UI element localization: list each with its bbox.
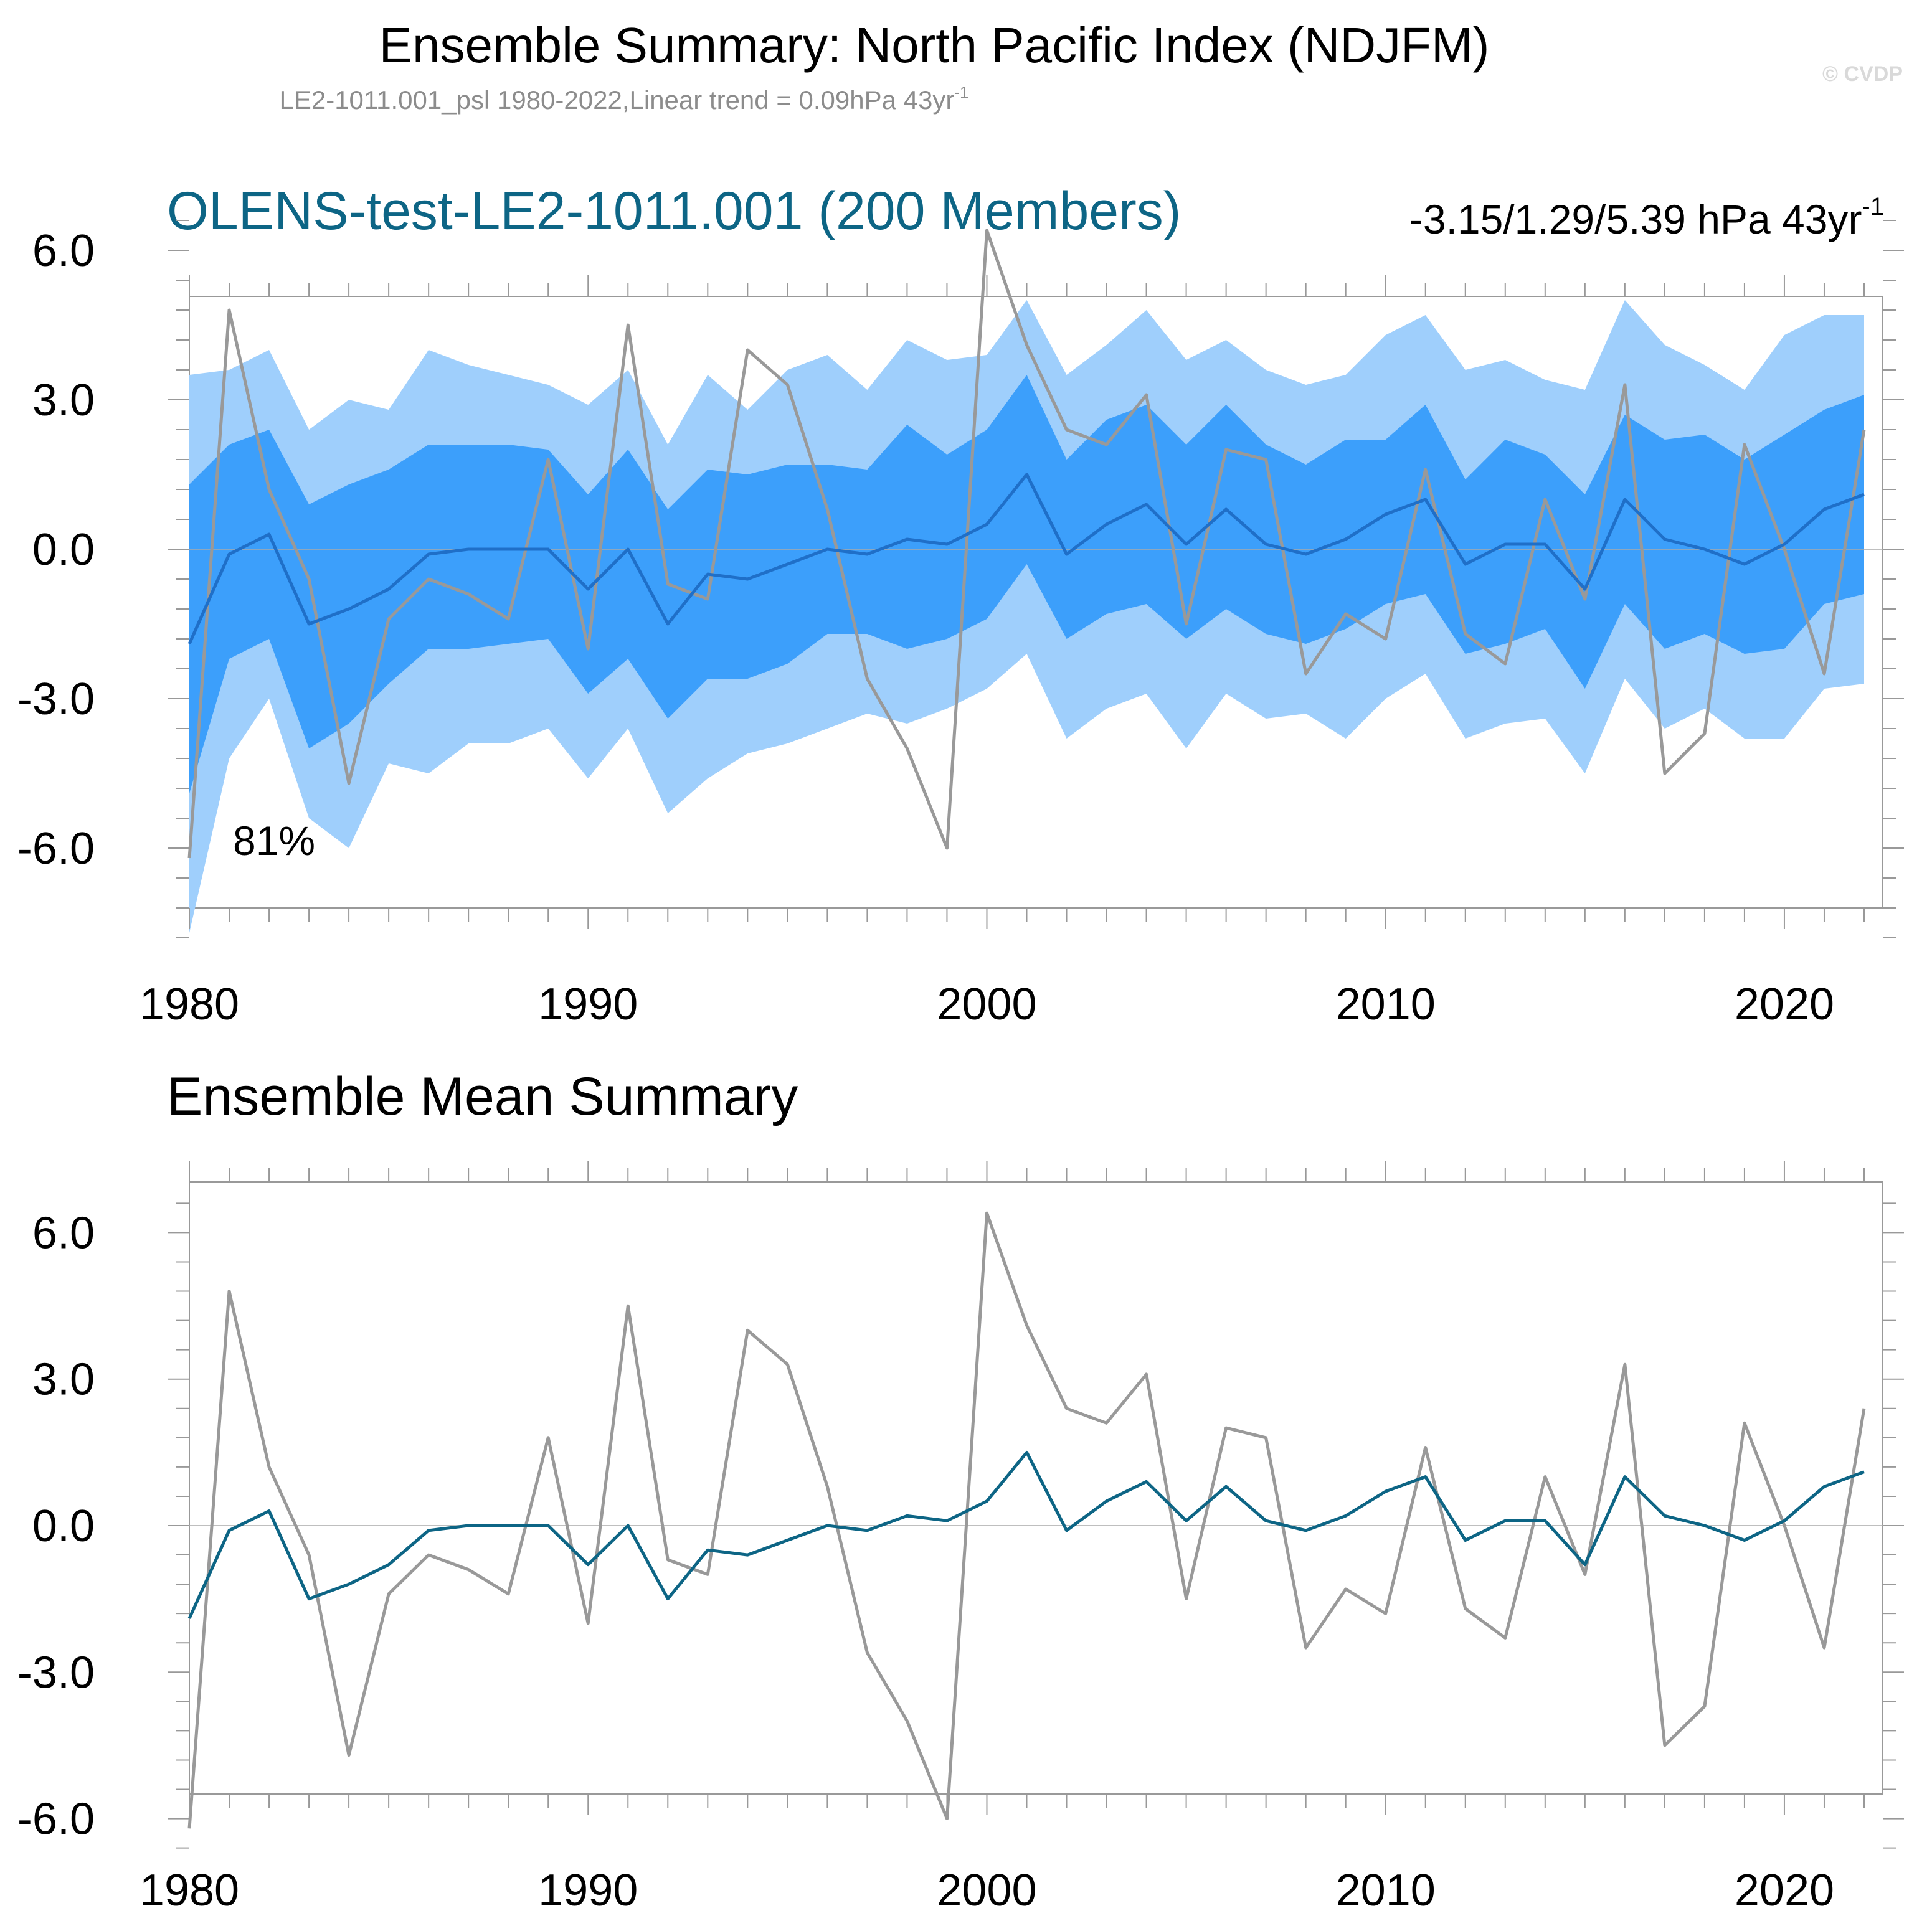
panel1-y-tick-label: 0.0 — [32, 525, 95, 575]
panel1-x-ticks — [189, 275, 1865, 929]
cvdp-watermark: © CVDP — [1822, 62, 1903, 86]
panel1-y-tick-label: -3.0 — [17, 674, 95, 724]
subtitle-exponent: -1 — [954, 83, 968, 101]
panel1-percent-label: 81% — [233, 818, 315, 864]
panel1-y-tick-label: -6.0 — [17, 824, 95, 874]
panel2-x-tick-label: 2010 — [1336, 1866, 1436, 1915]
panel1-trend-range: -3.15/1.29/5.39 hPa 43yr-1 — [1409, 193, 1884, 242]
panel2-x-tick-label: 1980 — [140, 1866, 239, 1915]
panel1-title: OLENS-test-LE2-1011.001 (200 Members) — [167, 181, 1181, 241]
panel2-y-tick-label: 0.0 — [32, 1501, 95, 1551]
panel1-y-ticks — [168, 220, 1904, 938]
panel2-x-tick-label: 2000 — [937, 1866, 1036, 1915]
figure-title: Ensemble Summary: North Pacific Index (N… — [379, 17, 1490, 73]
subtitle-text: LE2-1011.001_psl 1980-2022,Linear trend … — [279, 85, 954, 115]
panel2-y-tick-label: -3.0 — [17, 1648, 95, 1697]
figure-subtitle: LE2-1011.001_psl 1980-2022,Linear trend … — [279, 83, 968, 115]
panel1-x-tick-label: 1980 — [140, 980, 239, 1029]
panel1-x-tick-label: 2010 — [1336, 980, 1436, 1029]
panel1-x-tick-label: 2000 — [937, 980, 1036, 1029]
panel1-observed-line — [187, 229, 1866, 859]
panel1-ensemble-plot: 1980 1990 2000 2010 2020 6.0 3.0 0.0 -3.0 -6.0 81% — [17, 220, 1904, 1029]
panel2-frame — [189, 1181, 1883, 1795]
panel2-x-tick-label: 1990 — [538, 1866, 638, 1915]
panel1-y-tick-label: 3.0 — [32, 375, 95, 425]
panel2-ensemble-mean-line — [187, 1450, 1865, 1620]
panel1-trend-text: -3.15/1.29/5.39 hPa 43yr — [1409, 196, 1862, 242]
panel1-y-tick-label: 6.0 — [32, 226, 95, 276]
panel2-y-tick-label: 6.0 — [32, 1208, 95, 1258]
panel2-observed-line — [187, 1211, 1866, 1829]
panel1-ensemble-mean-line — [187, 473, 1865, 645]
panel1-x-tick-label: 2020 — [1735, 980, 1834, 1029]
panel2-y-ticks — [168, 1202, 1904, 1849]
panel2-x-ticks — [189, 1161, 1865, 1815]
panel2-y-tick-label: -6.0 — [17, 1795, 95, 1844]
panel2-y-tick-label: 3.0 — [32, 1355, 95, 1405]
panel2-x-tick-label: 2020 — [1735, 1866, 1834, 1915]
panel2-title: Ensemble Mean Summary — [167, 1067, 798, 1126]
panel1-x-tick-label: 1990 — [538, 980, 638, 1029]
panel1-trend-exponent: -1 — [1862, 193, 1884, 220]
panel2-ensemble-mean-plot: 1980 1990 2000 2010 2020 6.0 3.0 0.0 -3.0 -6.0 — [17, 1161, 1904, 1915]
